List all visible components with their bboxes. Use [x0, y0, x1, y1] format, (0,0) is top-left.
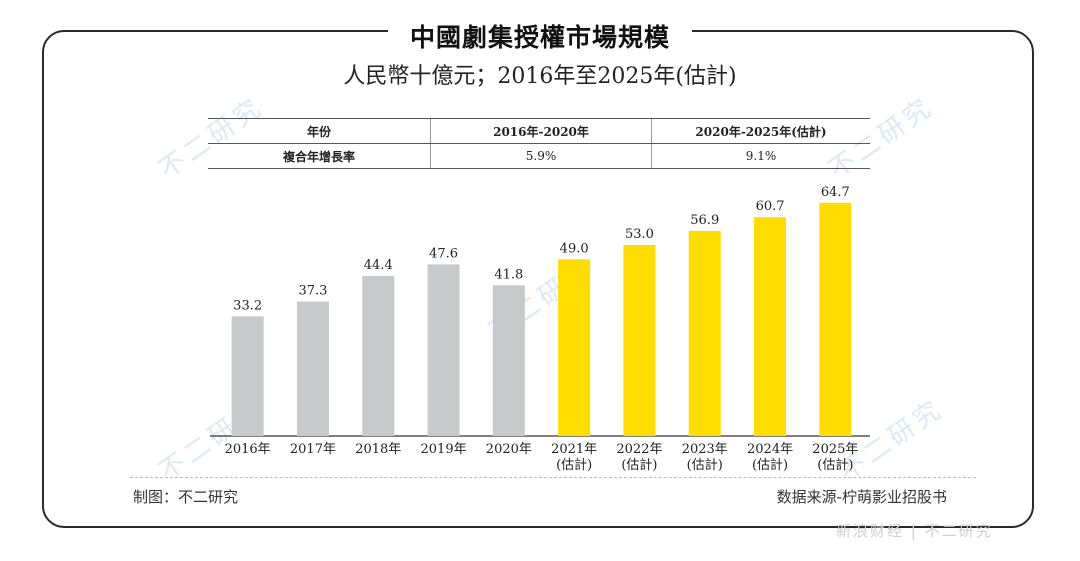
bar-2016年	[231, 316, 264, 436]
tick-note-2021年: (估計)	[556, 457, 592, 473]
bar-2017年	[296, 301, 329, 436]
title-wrap: 中國劇集授權市場規模	[0, 18, 1080, 54]
tick-label-2021年: 2021年	[551, 442, 597, 457]
cagr-value-2: 9.1%	[651, 143, 870, 169]
tick-label-2022年: 2022年	[616, 442, 662, 457]
bar-2020年	[492, 285, 525, 436]
data-label-2022年: 53.0	[625, 227, 654, 242]
corner-watermark: 新浪财经 | 不二研究	[836, 522, 993, 540]
data-label-2021年: 49.0	[560, 241, 589, 256]
bar-2022年	[623, 244, 656, 436]
data-label-2017年: 37.3	[298, 284, 327, 299]
tick-note-2024年: (估計)	[752, 457, 788, 473]
data-label-2023年: 56.9	[690, 213, 719, 228]
tick-note-2023年: (估計)	[687, 457, 723, 473]
tick-note-2025年: (估計)	[817, 457, 853, 473]
bar-2023年	[688, 230, 721, 436]
data-label-2020年: 41.8	[494, 267, 523, 282]
chart-subtitle: 人民幣十億元；2016年至2025年(估計)	[343, 64, 737, 89]
data-label-2019年: 47.6	[429, 246, 458, 261]
bar-2021年	[558, 259, 591, 436]
bar-2024年	[754, 217, 787, 436]
tick-label-2016年: 2016年	[225, 442, 271, 457]
tick-label-2017年: 2017年	[290, 442, 336, 457]
cagr-table: 年份 2016年-2020年 2020年-2025年(估計) 複合年增長率 5.…	[208, 118, 870, 169]
cagr-header-year: 年份	[208, 118, 431, 144]
cagr-header-row: 年份 2016年-2020年 2020年-2025年(估計)	[208, 118, 870, 144]
tick-label-2019年: 2019年	[421, 442, 467, 457]
footer-source: 数据来源-柠萌影业招股书	[776, 488, 947, 506]
tick-label-2020年: 2020年	[486, 442, 532, 457]
footer-divider	[130, 477, 976, 478]
tick-note-2022年: (估計)	[621, 457, 657, 473]
bar-2019年	[427, 264, 460, 436]
tick-label-2025年: 2025年	[812, 442, 858, 457]
data-label-2025年: 64.7	[821, 185, 850, 200]
tick-label-2024年: 2024年	[747, 442, 793, 457]
footer-credit: 制图：不二研究	[133, 488, 239, 506]
tick-label-2018年: 2018年	[355, 442, 401, 457]
bar-2018年	[362, 275, 395, 436]
chart-title: 中國劇集授權市場規模	[387, 18, 692, 54]
data-label-2024年: 60.7	[756, 199, 785, 214]
cagr-value-row: 複合年增長率 5.9% 9.1%	[208, 143, 870, 169]
data-label-2018年: 44.4	[364, 258, 393, 273]
bar-2025年	[819, 202, 852, 436]
cagr-row-label: 複合年增長率	[208, 143, 431, 169]
tick-label-2023年: 2023年	[682, 442, 728, 457]
cagr-value-1: 5.9%	[430, 143, 652, 169]
data-label-2016年: 33.2	[233, 298, 262, 313]
